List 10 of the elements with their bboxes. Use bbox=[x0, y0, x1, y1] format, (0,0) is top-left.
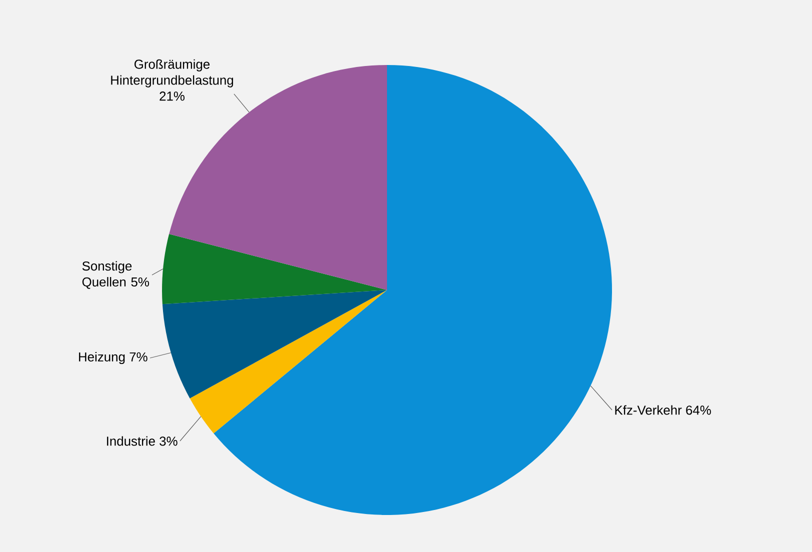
data-label: 64% bbox=[686, 406, 711, 415]
slice-label: Großräumige Hintergrundbelastung bbox=[111, 59, 234, 88]
slice-label: Sonstige Quellen bbox=[82, 261, 132, 289]
slice-label: Kfz-Verkehr bbox=[615, 405, 682, 415]
data-label: 5% bbox=[131, 277, 149, 287]
slice-label: Heizung bbox=[79, 352, 125, 364]
data-label: 3% bbox=[160, 436, 178, 446]
slice-label: Industrie bbox=[107, 436, 155, 446]
data-label: 21% bbox=[160, 92, 185, 101]
data-label: 7% bbox=[130, 352, 148, 362]
